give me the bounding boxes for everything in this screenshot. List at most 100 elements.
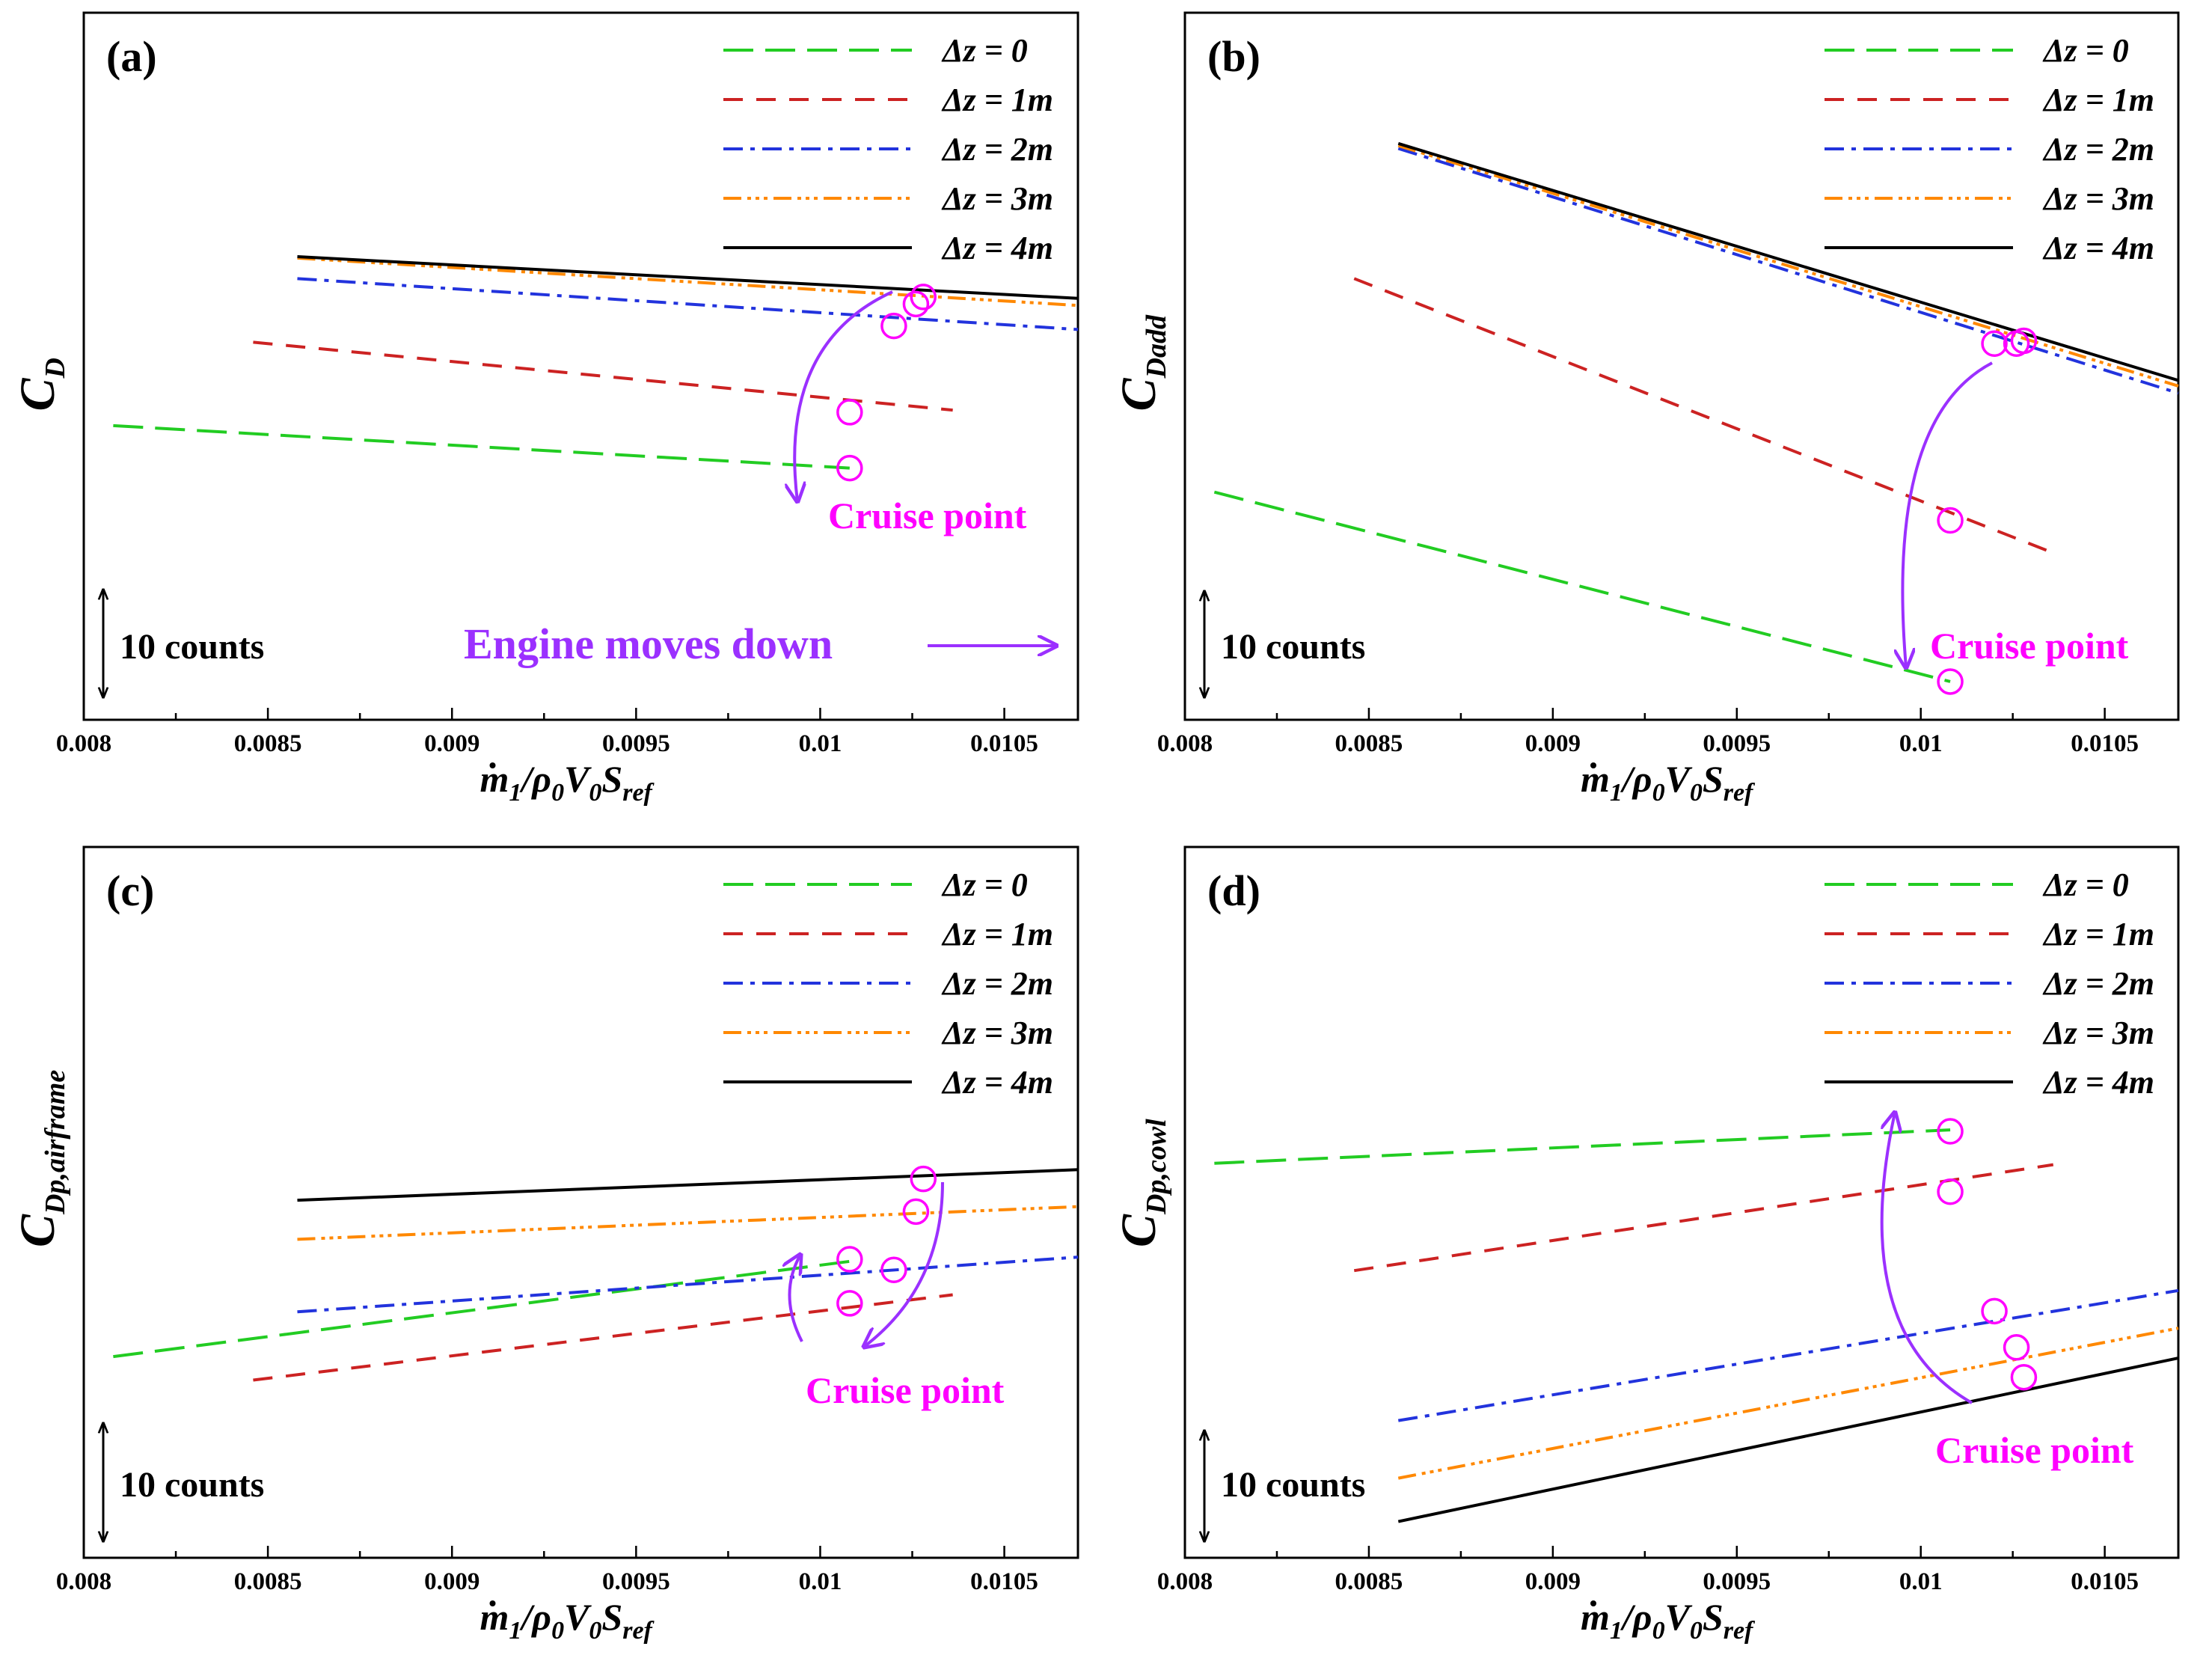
y-axis-label: CD xyxy=(10,358,71,411)
x-tick-label: 0.008 xyxy=(56,1568,111,1595)
mdot-accent xyxy=(1590,1600,1596,1606)
legend-label: Δz = 3m xyxy=(2042,1015,2154,1051)
panel-d: 0.008 0.0085 0.009 0.0095 0.01 0.0105 (d) Δz = … xyxy=(1112,845,2180,1645)
legend-label: Δz = 4m xyxy=(2042,230,2154,266)
series-line-4 xyxy=(297,255,1079,300)
series-line-0 xyxy=(113,423,850,470)
series-line-0 xyxy=(1214,1128,1951,1165)
plot-frame xyxy=(1183,11,2180,721)
x-tick-label: 0.009 xyxy=(424,730,480,757)
legend-label: Δz = 1m xyxy=(2042,82,2154,118)
mdot-accent xyxy=(489,1600,496,1606)
series-line-2 xyxy=(297,1256,1079,1314)
x-tick-label: 0.0085 xyxy=(1335,730,1403,757)
legend-label: Δz = 2m xyxy=(2042,965,2154,1002)
series-line-3 xyxy=(297,1205,1079,1241)
x-tick-label: 0.009 xyxy=(424,1568,480,1595)
x-axis-label: m1/ρ0V0Sref xyxy=(1581,1596,1756,1645)
panel-c: 0.008 0.0085 0.009 0.0095 0.01 0.0105 (c) Δz = … xyxy=(10,845,1079,1645)
trend-arrow xyxy=(789,1255,802,1342)
cruise-point-label: Cruise point xyxy=(1930,625,2129,667)
series-line-1 xyxy=(253,1293,953,1382)
series-line-3 xyxy=(1397,144,2179,388)
cruise-point-label: Cruise point xyxy=(828,495,1027,536)
x-tick-label: 0.0095 xyxy=(602,730,670,757)
plot-frame xyxy=(82,845,1079,1559)
scale-bar-label: 10 counts xyxy=(120,627,264,667)
panel-label: (c) xyxy=(106,866,154,915)
legend-label: Δz = 0 xyxy=(941,866,1028,903)
series-line-4 xyxy=(1397,1357,2179,1523)
x-tick-label: 0.009 xyxy=(1525,1568,1581,1595)
x-tick-label: 0.0085 xyxy=(234,1568,302,1595)
series-line-1 xyxy=(1353,1163,2054,1273)
series-line-0 xyxy=(113,1259,851,1359)
cruise-point-marker xyxy=(836,399,863,426)
cruise-point-marker xyxy=(2003,1334,2030,1361)
legend-label: Δz = 4m xyxy=(2042,1064,2154,1101)
x-tick-label: 0.008 xyxy=(1157,730,1213,757)
legend-label: Δz = 1m xyxy=(941,82,1053,118)
cruise-point-marker xyxy=(902,1198,930,1226)
mdot-accent xyxy=(1590,762,1596,768)
cruise-point-marker xyxy=(1937,1178,1964,1205)
legend-label: Δz = 2m xyxy=(941,131,1053,168)
panel-a: 0.008 0.0085 0.009 0.0095 0.01 0.0105 (a) Δz = … xyxy=(10,11,1079,807)
legend-label: Δz = 3m xyxy=(941,180,1053,217)
plot-frame xyxy=(82,11,1079,721)
panel-label: (b) xyxy=(1207,32,1260,81)
series-line-4 xyxy=(297,1168,1079,1202)
cruise-point-marker xyxy=(1981,330,2008,358)
x-axis-label: m1/ρ0V0Sref xyxy=(480,758,655,807)
cruise-point-marker xyxy=(1981,1297,2008,1325)
x-tick-label: 0.0105 xyxy=(2071,730,2139,757)
x-tick-label: 0.008 xyxy=(56,730,111,757)
x-tick-label: 0.0085 xyxy=(234,730,302,757)
cruise-point-marker xyxy=(880,312,907,340)
x-axis-label: m1/ρ0V0Sref xyxy=(1581,758,1756,807)
series-line-2 xyxy=(297,277,1079,331)
plot-frame xyxy=(1183,845,2180,1559)
cruise-point-marker xyxy=(910,284,937,311)
cruise-point-label: Cruise point xyxy=(806,1369,1005,1411)
x-axis-label: m1/ρ0V0Sref xyxy=(480,1596,655,1645)
cruise-point-marker xyxy=(836,454,863,482)
legend-label: Δz = 3m xyxy=(2042,180,2154,217)
x-tick-label: 0.009 xyxy=(1525,730,1581,757)
panel-label: (d) xyxy=(1207,866,1260,915)
series-line-4 xyxy=(1397,141,2179,382)
panel-label: (a) xyxy=(106,32,157,81)
legend-label: Δz = 0 xyxy=(2042,866,2129,903)
cruise-point-marker xyxy=(836,1246,863,1273)
cruise-point-marker xyxy=(880,1256,907,1283)
series-line-0 xyxy=(1213,490,1951,683)
trend-arrow xyxy=(1902,361,1993,667)
trend-arrow xyxy=(794,290,893,501)
series-line-1 xyxy=(1353,277,2054,554)
mdot-accent xyxy=(489,762,496,768)
series-line-1 xyxy=(253,340,953,412)
x-tick-label: 0.01 xyxy=(799,1568,842,1595)
trend-arrow xyxy=(864,1181,944,1347)
x-tick-label: 0.0095 xyxy=(1703,730,1771,757)
x-tick-label: 0.008 xyxy=(1157,1568,1213,1595)
legend-label: Δz = 0 xyxy=(941,32,1028,69)
series-line-3 xyxy=(297,256,1079,308)
x-tick-label: 0.01 xyxy=(1899,730,1943,757)
legend-label: Δz = 1m xyxy=(941,916,1053,952)
x-tick-label: 0.0105 xyxy=(970,1568,1038,1595)
cruise-point-marker xyxy=(1937,1118,1964,1145)
y-axis-label: CDp,airframe xyxy=(10,1070,71,1247)
legend-label: Δz = 2m xyxy=(2042,131,2154,168)
y-axis-label: CDadd xyxy=(1112,314,1172,411)
x-tick-label: 0.0095 xyxy=(1703,1568,1771,1595)
x-tick-label: 0.01 xyxy=(1899,1568,1943,1595)
legend-label: Δz = 2m xyxy=(941,965,1053,1002)
trend-arrow xyxy=(1880,1113,1973,1404)
panel-b: 0.008 0.0085 0.009 0.0095 0.01 0.0105 (b) Δz = … xyxy=(1112,11,2180,807)
engine-moves-label: Engine moves down xyxy=(464,620,833,668)
cruise-point-label: Cruise point xyxy=(1935,1429,2134,1471)
cruise-point-marker xyxy=(1937,668,1964,695)
cruise-point-marker xyxy=(1937,507,1964,534)
